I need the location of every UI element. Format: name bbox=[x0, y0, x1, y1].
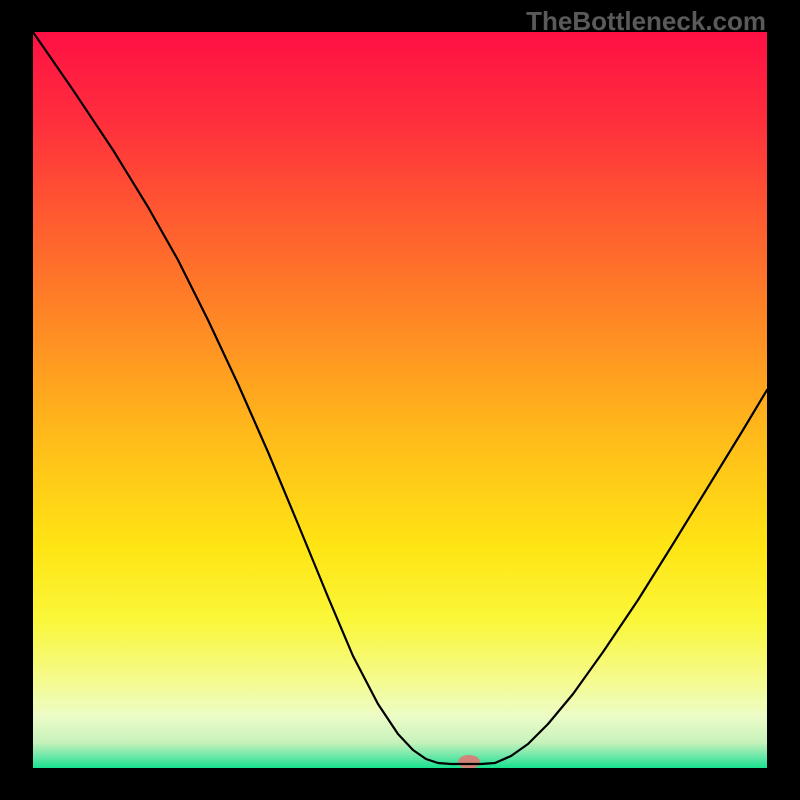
gradient-background bbox=[33, 32, 767, 768]
watermark-text: TheBottleneck.com bbox=[526, 6, 766, 37]
plot-area bbox=[33, 32, 767, 768]
chart-svg bbox=[33, 32, 767, 768]
